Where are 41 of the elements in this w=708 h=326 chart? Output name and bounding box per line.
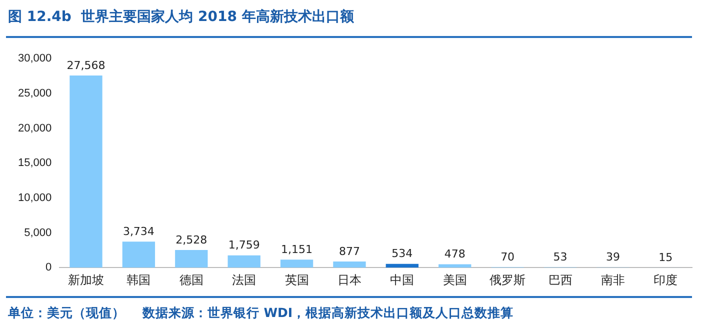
x-tick-label: 英国 [284, 273, 309, 288]
text: 单位：美元（现值） 数据来源：世界银行 WDI，根据高新技术出口额及人口总数推算 [8, 305, 514, 322]
bar [333, 261, 366, 268]
y-tick-label: 5,000 [24, 226, 52, 239]
x-tick-label: 俄罗斯 [490, 273, 526, 288]
y-tick-label: 15,000 [18, 157, 52, 170]
data-label: 2,528 [176, 233, 208, 246]
data-label: 15 [658, 250, 673, 264]
data-label: 877 [338, 244, 360, 258]
y-tick-label: 20,000 [18, 122, 52, 134]
chart-title: 图 12.4b 世界主要国家人均 2018 年高新技术出口额 [8, 8, 354, 26]
x-tick-label: 德国 [179, 273, 204, 288]
data-label: 39 [606, 250, 620, 264]
y-tick-label: 0 [46, 262, 52, 274]
x-tick-label: 美国 [442, 273, 467, 288]
data-label: 70 [500, 250, 515, 264]
x-tick-label: 法国 [232, 273, 256, 288]
data-label: 534 [392, 247, 413, 260]
x-tick-label: 印度 [654, 273, 678, 288]
x-tick-label: 南非 [600, 273, 625, 288]
x-tick-label: 巴西 [548, 273, 572, 288]
data-label: 1,151 [281, 242, 313, 256]
bar [175, 250, 208, 268]
y-tick-label: 30,000 [18, 52, 52, 65]
data-label: 3,734 [122, 224, 154, 238]
x-tick-label: 中国 [390, 273, 414, 288]
bar [386, 264, 419, 268]
bar [70, 76, 102, 268]
x-tick-label: 韩国 [126, 273, 151, 288]
bar [122, 242, 156, 268]
data-label: 1,759 [228, 238, 260, 252]
data-label: 27,568 [66, 58, 106, 72]
x-tick-label: 日本 [337, 273, 362, 288]
data-label: 53 [553, 250, 568, 264]
x-tick-label: 新加坡 [68, 273, 104, 288]
bar [280, 260, 314, 268]
data-label: 478 [444, 248, 466, 261]
y-tick-label: 10,000 [18, 192, 52, 204]
bar [228, 255, 260, 268]
bar [438, 264, 472, 268]
y-tick-label: 25,000 [18, 87, 52, 100]
